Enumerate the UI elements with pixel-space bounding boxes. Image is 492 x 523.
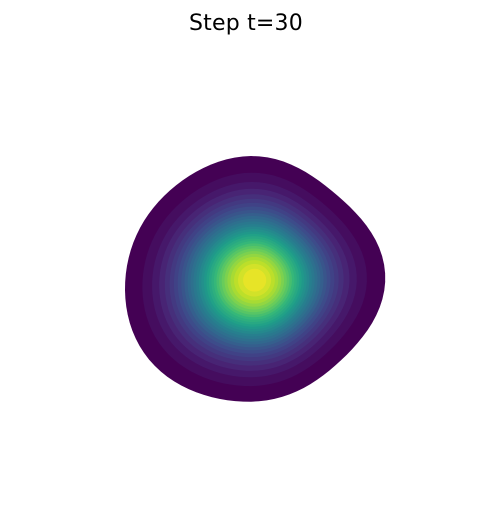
chart-title: Step t=30 [189, 11, 303, 36]
contour-band-29 [243, 268, 267, 292]
